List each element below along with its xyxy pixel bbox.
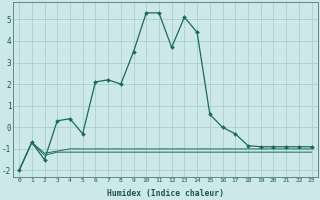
X-axis label: Humidex (Indice chaleur): Humidex (Indice chaleur) [107, 189, 224, 198]
